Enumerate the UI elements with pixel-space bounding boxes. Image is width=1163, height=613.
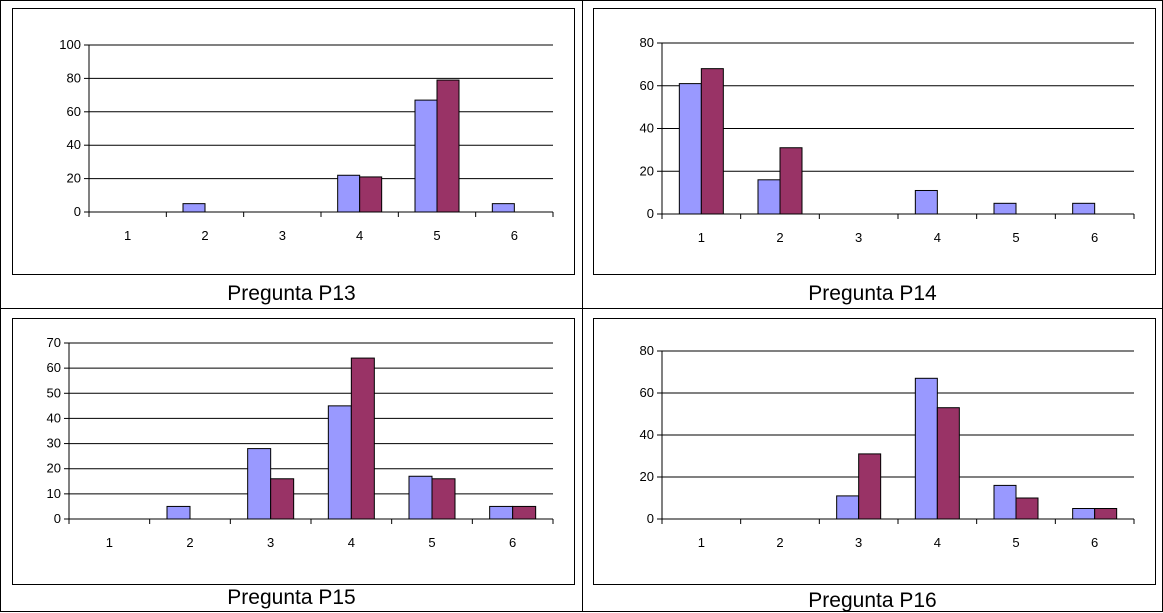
y-tick-label: 0 (74, 204, 81, 219)
chart-p14: 0 20 40 60 80 1 2 3 4 5 6 (593, 8, 1156, 275)
bar (327, 405, 352, 520)
bar (858, 453, 882, 520)
x-tick-label: 6 (1091, 535, 1098, 550)
bar (512, 505, 537, 520)
y-tick-label: 70 (47, 335, 61, 350)
bar (936, 407, 960, 520)
bar (408, 475, 433, 520)
chart-p13-caption: Pregunta P13 (227, 282, 356, 305)
bar (914, 377, 938, 520)
bar (993, 202, 1017, 215)
y-tick-label: 80 (640, 343, 654, 358)
bar (270, 478, 295, 520)
chart-p15: 0 10 20 30 40 50 60 70 1 2 3 4 5 6 (12, 318, 575, 585)
bar (678, 83, 702, 215)
x-tick-label: 1 (124, 228, 131, 243)
x-tick-label: 2 (776, 230, 783, 245)
y-tick-label: 60 (640, 385, 654, 400)
bar (1015, 497, 1039, 520)
y-tick-label: 20 (47, 461, 61, 476)
x-tick-label: 2 (201, 228, 208, 243)
chart-p14-caption: Pregunta P14 (808, 282, 937, 305)
x-tick-label: 6 (1091, 230, 1098, 245)
x-tick-label: 5 (1012, 230, 1019, 245)
bar (491, 203, 515, 213)
x-tick-label: 1 (698, 230, 705, 245)
x-tick-label: 3 (855, 230, 862, 245)
x-tick-label: 4 (356, 228, 363, 243)
y-tick-label: 10 (47, 486, 61, 501)
bar (993, 484, 1017, 520)
y-tick-label: 0 (647, 511, 654, 526)
x-tick-label: 4 (934, 535, 941, 550)
x-tick-label: 4 (934, 230, 941, 245)
y-tick-label: 30 (47, 436, 61, 451)
bar (436, 79, 460, 213)
bar (337, 174, 361, 213)
x-tick-label: 2 (776, 535, 783, 550)
y-tick-label: 20 (640, 469, 654, 484)
bar (182, 203, 206, 213)
x-tick-label: 5 (1012, 535, 1019, 550)
y-tick-label: 60 (67, 104, 81, 119)
x-tick-label: 3 (855, 535, 862, 550)
x-tick-label: 1 (106, 535, 113, 550)
y-tick-label: 0 (54, 511, 61, 526)
x-tick-label: 4 (348, 535, 355, 550)
y-tick-label: 40 (67, 137, 81, 152)
y-tick-label: 80 (67, 70, 81, 85)
x-tick-label: 1 (698, 535, 705, 550)
chart-p15-caption: Pregunta P15 (227, 586, 356, 609)
bar (489, 505, 514, 520)
bar (1072, 202, 1096, 215)
y-tick-label: 60 (47, 360, 61, 375)
y-tick-label: 0 (647, 206, 654, 221)
bar (1072, 508, 1096, 520)
chart-p16-svg: 0 20 40 60 80 1 2 3 4 5 6 (640, 343, 1135, 550)
y-tick-label: 80 (640, 35, 654, 50)
bar (700, 68, 724, 215)
chart-p13-svg: 0 20 40 60 80 100 1 2 3 4 5 6 (59, 37, 554, 243)
x-tick-label: 6 (509, 535, 516, 550)
bar (414, 99, 438, 213)
chart-p14-svg: 0 20 40 60 80 1 2 3 4 5 6 (640, 35, 1135, 245)
bar (836, 495, 860, 520)
y-tick-label: 20 (640, 163, 654, 178)
bar (779, 147, 803, 215)
chart-p15-svg: 0 10 20 30 40 50 60 70 1 2 3 4 5 6 (47, 335, 554, 550)
chart-p16-caption: Pregunta P16 (808, 589, 937, 612)
chart-p16: 0 20 40 60 80 1 2 3 4 5 6 (593, 318, 1156, 585)
y-tick-label: 60 (640, 78, 654, 93)
x-tick-label: 2 (186, 535, 193, 550)
x-tick-label: 3 (279, 228, 286, 243)
y-tick-label: 40 (640, 121, 654, 136)
x-tick-label: 5 (428, 535, 435, 550)
bar (1094, 508, 1118, 520)
bar (914, 189, 938, 215)
y-tick-label: 50 (47, 385, 61, 400)
bar (431, 478, 456, 520)
x-tick-label: 3 (267, 535, 274, 550)
bar (350, 357, 375, 520)
bar (359, 176, 383, 213)
x-tick-label: 6 (511, 228, 518, 243)
y-tick-label: 40 (640, 427, 654, 442)
chart-p13: 0 20 40 60 80 100 1 2 3 4 5 6 (12, 8, 575, 275)
y-tick-label: 40 (47, 410, 61, 425)
bar (757, 179, 781, 215)
bar (166, 505, 191, 520)
y-tick-label: 20 (67, 171, 81, 186)
y-tick-label: 100 (59, 37, 81, 52)
bar (247, 448, 272, 520)
x-tick-label: 5 (433, 228, 440, 243)
